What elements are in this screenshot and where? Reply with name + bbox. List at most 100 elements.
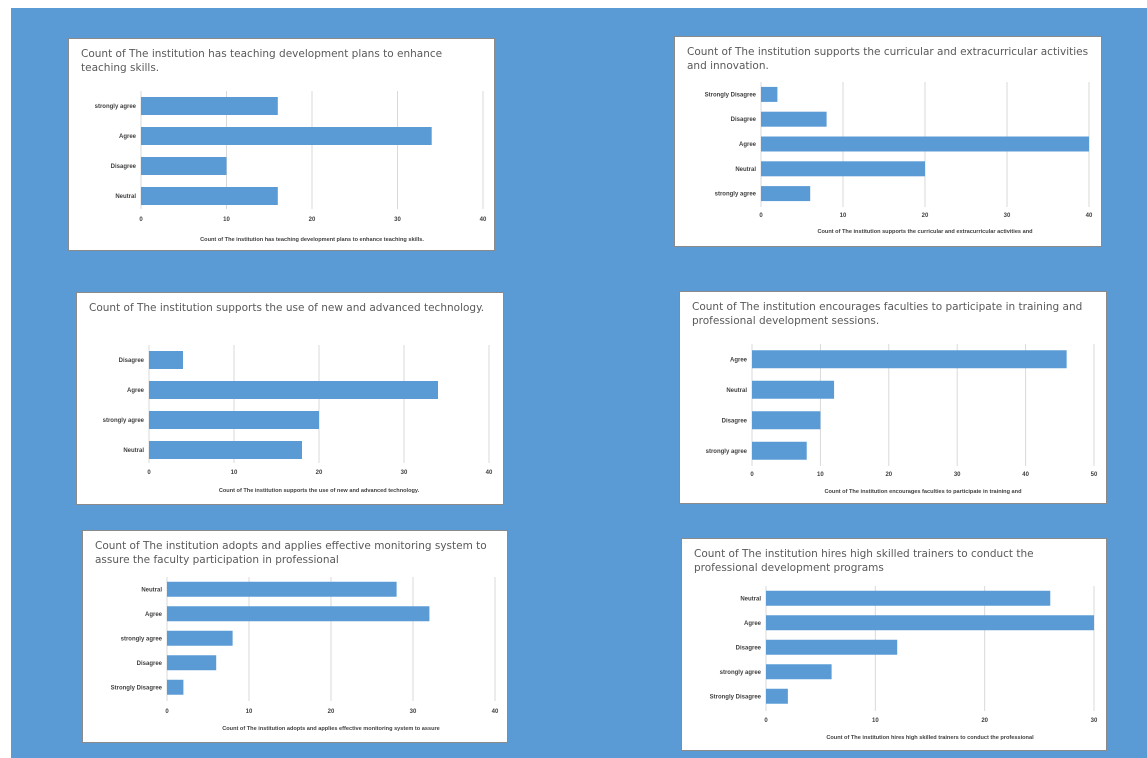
chart-plot: 0 10 20 30 40 50 Agree Neutral Disagree strongly … <box>706 344 1098 495</box>
bar <box>766 664 832 680</box>
category-label: strongly agree <box>720 670 762 676</box>
x-axis-label: Count of The institution supports the us… <box>219 488 420 494</box>
bar <box>761 111 827 127</box>
chart-plot: 0 10 20 30 40 Disagree Agree strongly agree Neut… <box>103 345 493 494</box>
bar <box>752 350 1067 369</box>
x-axis-label: Count of The institution adopts and appl… <box>222 726 440 732</box>
category-label: Agree <box>127 388 145 394</box>
chart-skilled-trainers: Count of The institution hires high skil… <box>681 538 1107 751</box>
x-tick-label: 0 <box>764 718 768 724</box>
x-axis-label: Count of The institution has teaching de… <box>200 237 424 243</box>
bar <box>149 351 183 369</box>
category-label: Disagree <box>731 117 757 123</box>
category-label: Disagree <box>722 418 748 424</box>
x-tick-label: 40 <box>486 470 493 476</box>
chart-monitoring-system: Count of The institution adopts and appl… <box>82 530 508 743</box>
x-tick-label: 10 <box>223 217 230 223</box>
bar <box>752 441 807 460</box>
x-tick-label: 0 <box>139 217 143 223</box>
x-tick-label: 10 <box>231 470 238 476</box>
bar <box>141 127 432 145</box>
x-tick-label: 20 <box>328 709 335 715</box>
x-tick-label: 20 <box>885 472 892 478</box>
category-label: Strongly Disagree <box>111 685 163 691</box>
bar <box>167 606 430 622</box>
x-tick-label: 30 <box>401 470 408 476</box>
x-tick-label: 20 <box>981 718 988 724</box>
bar <box>752 380 835 399</box>
chart-plot: 0 10 20 30 Neutral Agree Disagree strongly agre… <box>710 586 1098 741</box>
chart-plot: 0 10 20 30 40 Neutral Agree strongly agree Disag… <box>111 577 499 732</box>
x-tick-label: 0 <box>165 709 169 715</box>
chart-plot: 0 10 20 30 40 strongly agree Agree Disagree Neut… <box>95 91 487 243</box>
category-label: Disagree <box>119 358 145 364</box>
category-label: Agree <box>119 134 137 140</box>
x-tick-label: 20 <box>309 217 316 223</box>
category-label: Neutral <box>115 194 136 200</box>
x-tick-label: 10 <box>872 718 879 724</box>
x-tick-label: 30 <box>410 709 417 715</box>
chart-title: Count of The institution supports the cu… <box>687 46 1089 72</box>
category-label: strongly agree <box>715 192 757 198</box>
bar <box>766 639 898 655</box>
category-label: strongly agree <box>95 104 137 110</box>
category-label: Disagree <box>111 164 137 170</box>
category-label: Neutral <box>740 596 761 602</box>
chart-plot: 0 10 20 30 40 Strongly Disagree Disagree Agree N… <box>705 82 1093 235</box>
category-label: Neutral <box>123 448 144 454</box>
x-tick-label: 30 <box>1004 213 1011 219</box>
chart-teaching-development-plans: Count of The institution has teaching de… <box>68 38 495 251</box>
x-axis-label: Count of The institution encourages facu… <box>824 489 1022 495</box>
x-tick-label: 30 <box>394 217 401 223</box>
category-label: strongly agree <box>706 449 748 455</box>
bar <box>766 688 788 704</box>
x-tick-label: 0 <box>750 472 754 478</box>
category-label: Strongly Disagree <box>710 694 762 700</box>
chart-curricular-activities: Count of The institution supports the cu… <box>674 36 1102 247</box>
x-tick-label: 50 <box>1091 472 1098 478</box>
chart-title: Count of The institution hires high skil… <box>694 548 1034 574</box>
category-label: Disagree <box>137 661 163 667</box>
bar <box>141 97 278 115</box>
x-tick-label: 10 <box>840 213 847 219</box>
category-label: Neutral <box>735 167 756 173</box>
bar <box>167 655 217 671</box>
bar <box>167 630 233 646</box>
chart-title: Count of The institution encourages facu… <box>692 301 1083 327</box>
category-label: Agree <box>730 357 748 363</box>
bar <box>167 679 184 695</box>
bar <box>149 441 302 459</box>
bar <box>167 581 397 597</box>
category-label: Neutral <box>141 587 162 593</box>
bar <box>761 86 778 102</box>
chart-title: Count of The institution has teaching de… <box>81 48 443 74</box>
bar <box>766 615 1094 631</box>
x-axis-label: Count of The institution supports the cu… <box>817 229 1033 235</box>
x-axis-label: Count of The institution hires high skil… <box>826 735 1034 741</box>
x-tick-label: 30 <box>954 472 961 478</box>
bar <box>761 136 1089 152</box>
x-tick-label: 0 <box>759 213 763 219</box>
x-tick-label: 40 <box>1086 213 1093 219</box>
category-label: Disagree <box>736 645 762 651</box>
x-tick-label: 30 <box>1091 718 1098 724</box>
chart-title: Count of The institution supports the us… <box>89 302 485 314</box>
bar <box>149 381 438 399</box>
bar <box>766 590 1051 606</box>
x-tick-label: 20 <box>922 213 929 219</box>
bar <box>761 186 811 202</box>
x-tick-label: 40 <box>492 709 499 715</box>
category-label: Agree <box>145 612 163 618</box>
x-tick-label: 40 <box>1022 472 1029 478</box>
bar <box>752 411 821 430</box>
category-label: Strongly Disagree <box>705 92 757 98</box>
bar <box>141 187 278 205</box>
category-label: strongly agree <box>103 418 145 424</box>
bar <box>761 161 925 177</box>
x-tick-label: 0 <box>147 470 151 476</box>
chart-faculty-training: Count of The institution encourages facu… <box>679 291 1107 504</box>
category-label: Agree <box>739 142 757 148</box>
x-tick-label: 10 <box>246 709 253 715</box>
chart-advanced-technology: Count of The institution supports the us… <box>76 292 504 505</box>
category-label: Agree <box>744 621 762 627</box>
